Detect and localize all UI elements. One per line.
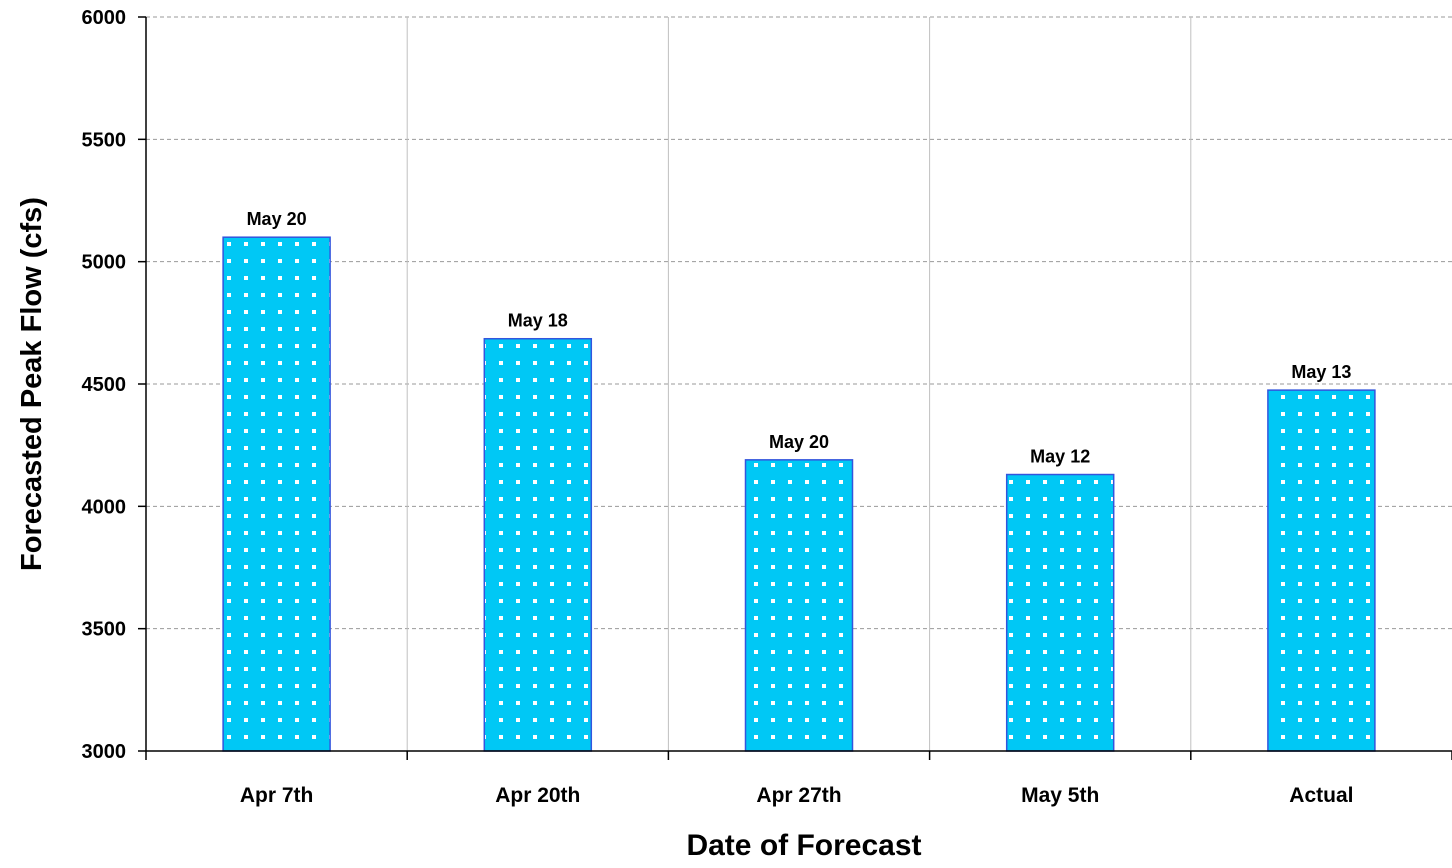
y-tick-label: 5000 — [82, 252, 127, 274]
x-tick-label: Apr 7th — [240, 784, 314, 807]
bar — [1007, 475, 1114, 751]
y-tick-label: 6000 — [82, 7, 127, 29]
bar-data-label: May 20 — [769, 432, 829, 452]
y-axis-title: Forecasted Peak Flow (cfs) — [16, 197, 48, 571]
y-tick-label: 5500 — [82, 129, 127, 151]
bar-data-label: May 13 — [1291, 362, 1351, 382]
x-axis-title: Date of Forecast — [686, 829, 921, 862]
x-tick-label: Actual — [1289, 784, 1353, 807]
bar — [223, 237, 330, 751]
bar — [1268, 390, 1375, 751]
x-tick-label: May 5th — [1021, 784, 1099, 807]
bar-data-label: May 18 — [508, 311, 568, 331]
x-tick-label: Apr 27th — [756, 784, 841, 807]
x-tick-label: Apr 20th — [495, 784, 580, 807]
bars-layer — [223, 237, 1375, 751]
bar — [746, 460, 853, 751]
y-tick-label: 3500 — [82, 619, 127, 641]
y-tick-label: 4000 — [82, 496, 127, 518]
y-tick-label: 4500 — [82, 374, 127, 396]
bar-data-label: May 12 — [1030, 447, 1090, 467]
y-tick-label: 3000 — [82, 741, 127, 763]
bar-data-label: May 20 — [247, 209, 307, 229]
bar — [484, 339, 591, 751]
